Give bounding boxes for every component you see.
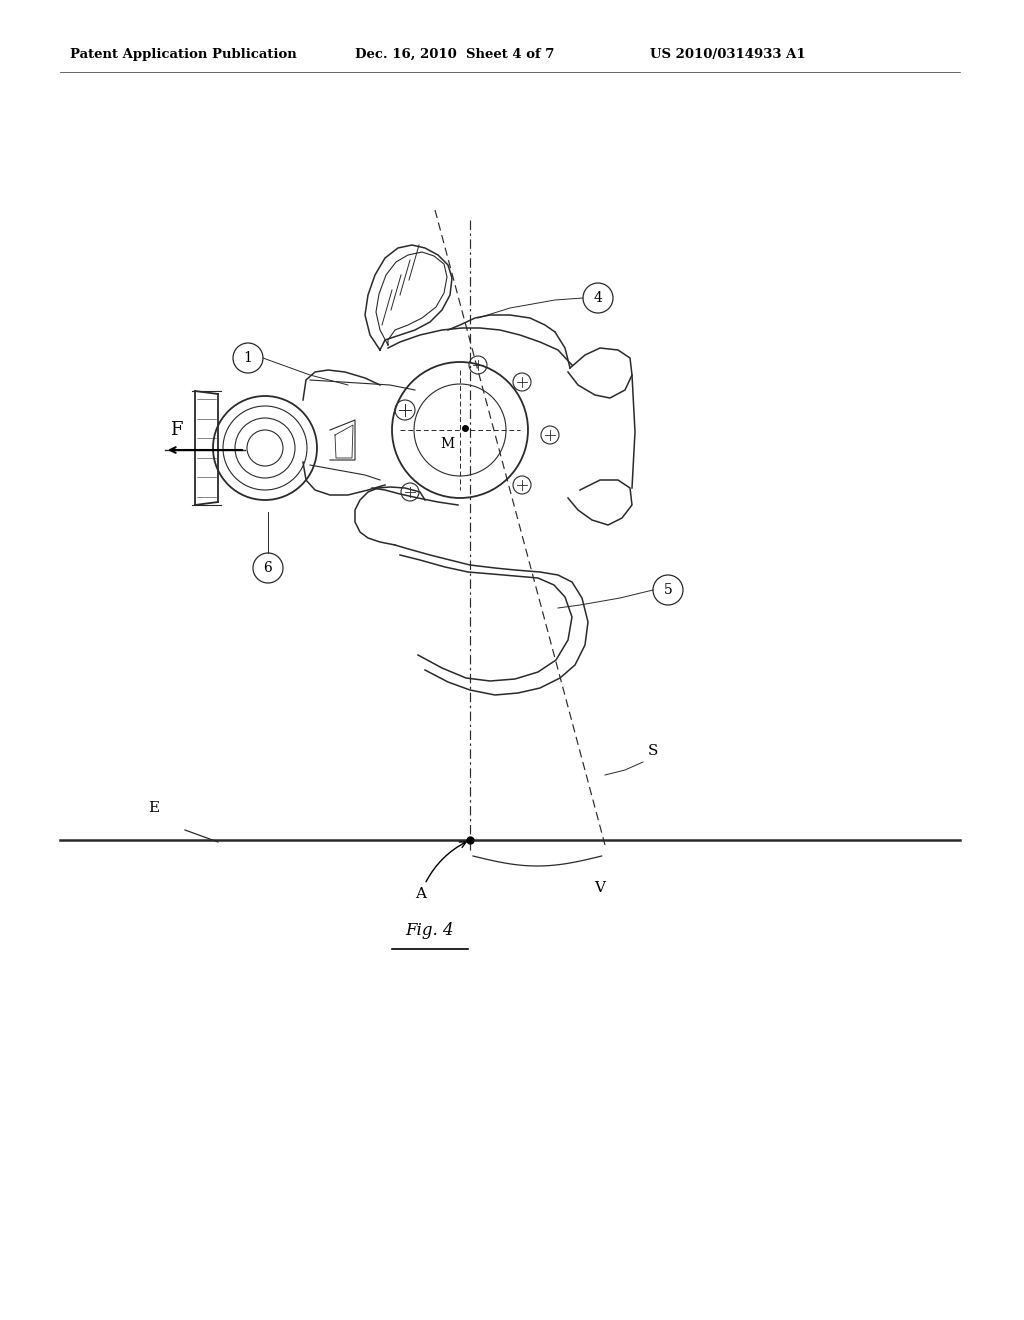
Text: Patent Application Publication: Patent Application Publication bbox=[70, 48, 297, 61]
Text: F: F bbox=[170, 421, 182, 440]
Text: Dec. 16, 2010  Sheet 4 of 7: Dec. 16, 2010 Sheet 4 of 7 bbox=[355, 48, 554, 61]
Text: 5: 5 bbox=[664, 583, 673, 598]
Text: US 2010/0314933 A1: US 2010/0314933 A1 bbox=[650, 48, 806, 61]
Text: A: A bbox=[415, 842, 466, 902]
Text: M: M bbox=[440, 437, 454, 451]
Text: 6: 6 bbox=[263, 561, 272, 576]
Text: Fig. 4: Fig. 4 bbox=[406, 921, 455, 939]
Text: E: E bbox=[148, 801, 159, 814]
Text: 4: 4 bbox=[594, 292, 602, 305]
Text: 1: 1 bbox=[244, 351, 253, 366]
Text: V: V bbox=[594, 880, 604, 895]
Text: S: S bbox=[648, 744, 658, 758]
